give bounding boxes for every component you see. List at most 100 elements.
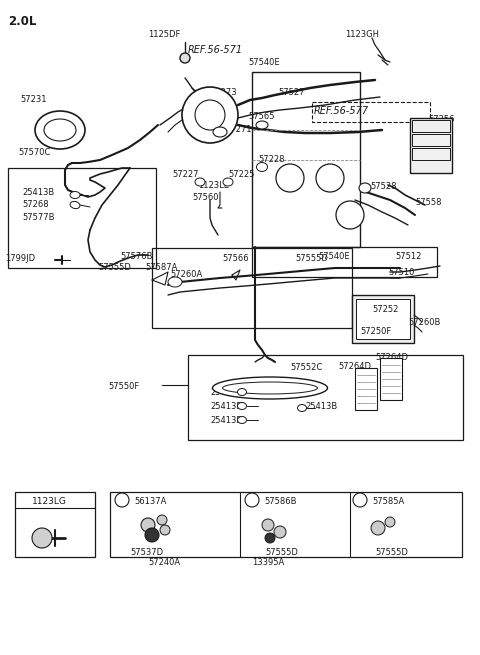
Ellipse shape xyxy=(256,121,268,129)
Text: 57268: 57268 xyxy=(22,200,48,209)
Bar xyxy=(412,134,450,146)
Text: 57256: 57256 xyxy=(428,115,455,124)
Text: 57576B: 57576B xyxy=(120,252,153,261)
Text: 57250F: 57250F xyxy=(360,327,391,336)
Ellipse shape xyxy=(195,178,205,186)
Bar xyxy=(110,492,462,557)
Ellipse shape xyxy=(359,183,371,193)
Text: 1799JD: 1799JD xyxy=(5,254,35,263)
Bar xyxy=(15,492,95,557)
Text: 57228: 57228 xyxy=(258,155,285,164)
Text: 57512: 57512 xyxy=(395,252,421,261)
Circle shape xyxy=(265,533,275,543)
Circle shape xyxy=(276,164,304,192)
Text: 56137A: 56137A xyxy=(134,497,167,506)
Text: 1123LE: 1123LE xyxy=(198,181,229,190)
Text: REF.56-577: REF.56-577 xyxy=(314,106,369,116)
Circle shape xyxy=(182,87,238,143)
Circle shape xyxy=(274,526,286,538)
Text: 13395A: 13395A xyxy=(252,558,284,567)
Circle shape xyxy=(180,53,190,63)
Ellipse shape xyxy=(223,382,317,394)
Text: 57260A: 57260A xyxy=(170,270,202,279)
Circle shape xyxy=(157,515,167,525)
Bar xyxy=(312,102,430,122)
Text: 57264D: 57264D xyxy=(338,362,371,371)
Text: 1123LG: 1123LG xyxy=(32,497,67,506)
Text: 57555D: 57555D xyxy=(375,548,408,557)
Circle shape xyxy=(262,519,274,531)
Text: 57550F: 57550F xyxy=(108,382,139,391)
Bar xyxy=(252,72,360,247)
Ellipse shape xyxy=(223,178,233,186)
Text: 57566: 57566 xyxy=(222,254,249,263)
Text: 1123GH: 1123GH xyxy=(345,30,379,39)
Bar xyxy=(252,247,437,277)
Text: 57537D: 57537D xyxy=(130,548,163,557)
Bar xyxy=(352,295,414,343)
Text: 57252: 57252 xyxy=(372,305,398,314)
Circle shape xyxy=(160,525,170,535)
Text: 57260B: 57260B xyxy=(408,318,440,327)
Ellipse shape xyxy=(238,403,247,409)
Circle shape xyxy=(195,100,225,130)
Text: 57540E: 57540E xyxy=(248,58,280,67)
Ellipse shape xyxy=(44,119,76,141)
Text: 57555D: 57555D xyxy=(295,254,328,263)
Circle shape xyxy=(141,518,155,532)
Circle shape xyxy=(385,517,395,527)
Text: 57586B: 57586B xyxy=(264,497,297,506)
Text: 57587A: 57587A xyxy=(145,263,178,272)
Text: REF.56-571: REF.56-571 xyxy=(188,45,243,55)
Text: 25413B: 25413B xyxy=(210,416,242,425)
Circle shape xyxy=(145,528,159,542)
Text: 25413B: 25413B xyxy=(210,402,242,411)
Text: 2.0L: 2.0L xyxy=(8,15,36,28)
Text: A: A xyxy=(287,174,293,183)
Ellipse shape xyxy=(238,388,247,396)
Circle shape xyxy=(245,493,259,507)
Text: 57552C: 57552C xyxy=(290,363,322,372)
Circle shape xyxy=(336,201,364,229)
Text: 57510: 57510 xyxy=(388,268,414,277)
Text: 57271: 57271 xyxy=(225,125,252,134)
Ellipse shape xyxy=(238,417,247,424)
Text: 57577B: 57577B xyxy=(22,213,55,222)
Bar xyxy=(188,355,463,440)
Ellipse shape xyxy=(35,111,85,149)
Text: C: C xyxy=(347,210,353,219)
Ellipse shape xyxy=(213,377,327,399)
Ellipse shape xyxy=(70,191,80,198)
Text: 57558: 57558 xyxy=(415,198,442,207)
Bar xyxy=(412,120,450,132)
Circle shape xyxy=(32,528,52,548)
Text: 57540E: 57540E xyxy=(318,252,349,261)
Text: 57565: 57565 xyxy=(248,112,275,121)
Text: 25413B: 25413B xyxy=(210,388,242,397)
Text: 57555D: 57555D xyxy=(98,263,131,272)
Text: 57560: 57560 xyxy=(192,193,218,202)
Text: 57585A: 57585A xyxy=(372,497,404,506)
Text: 57528: 57528 xyxy=(370,182,396,191)
Ellipse shape xyxy=(168,277,182,287)
Bar xyxy=(355,368,377,410)
Text: 57227: 57227 xyxy=(172,170,199,179)
Text: A: A xyxy=(119,495,125,504)
Bar xyxy=(8,168,156,268)
Bar xyxy=(380,358,402,400)
Text: B: B xyxy=(327,174,333,183)
Bar xyxy=(152,248,352,328)
Circle shape xyxy=(115,493,129,507)
Bar xyxy=(410,118,452,173)
Ellipse shape xyxy=(213,127,227,137)
Text: 57225: 57225 xyxy=(228,170,254,179)
Ellipse shape xyxy=(70,201,80,209)
Text: B: B xyxy=(249,495,255,504)
Text: 57527: 57527 xyxy=(278,88,304,97)
Ellipse shape xyxy=(298,405,307,411)
Text: 57231: 57231 xyxy=(20,95,47,104)
Text: 1125DF: 1125DF xyxy=(148,30,180,39)
Text: 57240A: 57240A xyxy=(148,558,180,567)
Text: 57273: 57273 xyxy=(210,88,237,97)
Circle shape xyxy=(371,521,385,535)
